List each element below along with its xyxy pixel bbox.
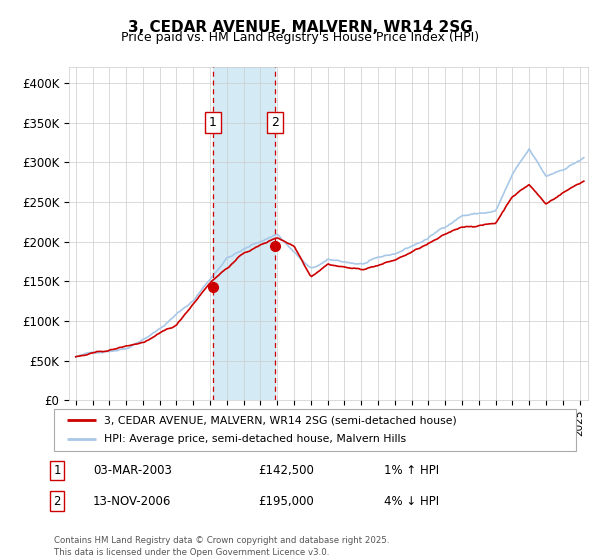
Text: 1% ↑ HPI: 1% ↑ HPI [384,464,439,477]
Text: 13-NOV-2006: 13-NOV-2006 [93,494,172,508]
Text: 1: 1 [53,464,61,477]
Bar [213,67,275,400]
Text: 3, CEDAR AVENUE, MALVERN, WR14 2SG (semi-detached house): 3, CEDAR AVENUE, MALVERN, WR14 2SG (semi… [104,415,457,425]
Text: 03-MAR-2003: 03-MAR-2003 [93,464,172,477]
Text: 2: 2 [53,494,61,508]
Text: 1: 1 [209,116,217,129]
Text: 3, CEDAR AVENUE, MALVERN, WR14 2SG: 3, CEDAR AVENUE, MALVERN, WR14 2SG [128,20,472,35]
Text: 2: 2 [271,116,279,129]
Text: 4% ↓ HPI: 4% ↓ HPI [384,494,439,508]
Text: Contains HM Land Registry data © Crown copyright and database right 2025.
This d: Contains HM Land Registry data © Crown c… [54,536,389,557]
Text: HPI: Average price, semi-detached house, Malvern Hills: HPI: Average price, semi-detached house,… [104,435,406,445]
Text: Price paid vs. HM Land Registry's House Price Index (HPI): Price paid vs. HM Land Registry's House … [121,31,479,44]
Text: £142,500: £142,500 [258,464,314,477]
Text: £195,000: £195,000 [258,494,314,508]
